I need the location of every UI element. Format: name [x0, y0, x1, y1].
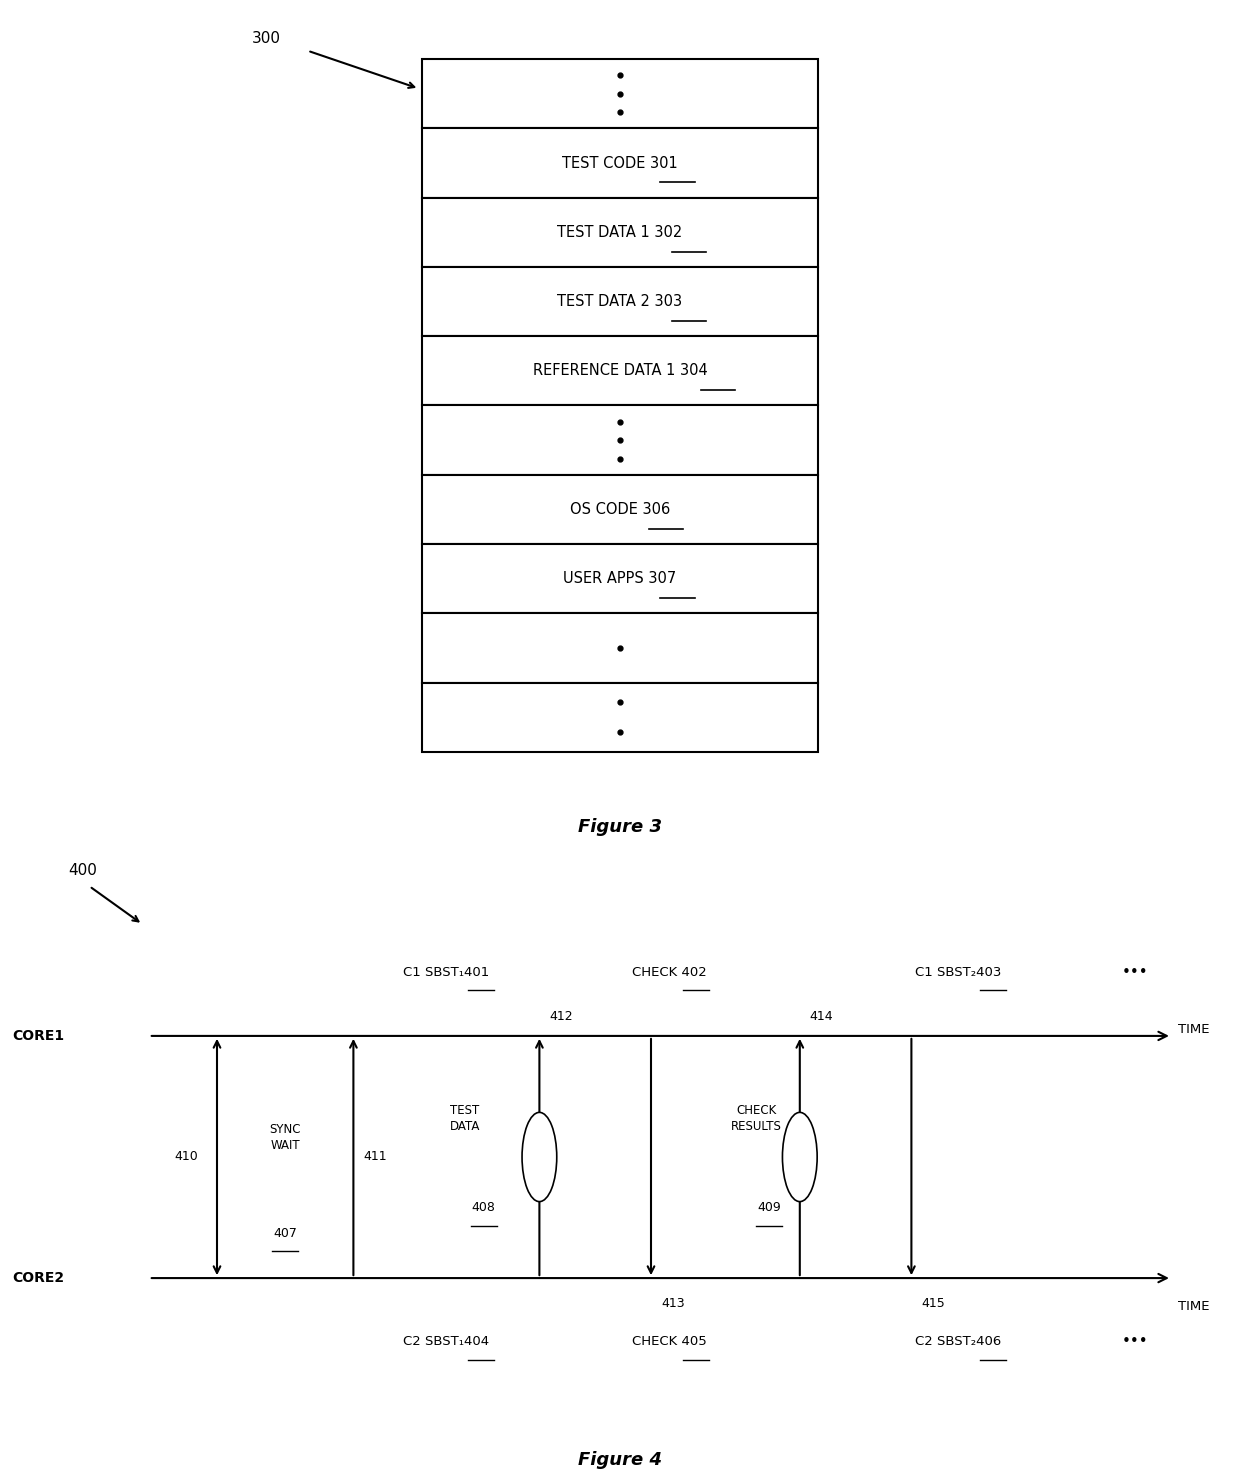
Text: TEST CODE 301: TEST CODE 301	[562, 156, 678, 170]
Bar	[422, 544, 818, 614]
Bar	[422, 406, 818, 474]
Text: 300: 300	[252, 31, 281, 46]
Text: •••: •••	[1122, 1334, 1148, 1349]
Text: CORE1: CORE1	[12, 1029, 64, 1043]
Text: Figure 4: Figure 4	[578, 1451, 662, 1469]
Text: USER APPS 307: USER APPS 307	[563, 571, 677, 587]
Text: SYNC
WAIT: SYNC WAIT	[269, 1123, 301, 1153]
Text: TEST
DATA: TEST DATA	[450, 1104, 480, 1134]
Text: 408: 408	[471, 1202, 496, 1214]
Text: TIME: TIME	[1178, 1023, 1209, 1036]
Text: 415: 415	[921, 1297, 945, 1310]
Text: C1 SBST₂403: C1 SBST₂403	[915, 966, 1001, 978]
Ellipse shape	[782, 1113, 817, 1202]
Text: Figure 3: Figure 3	[578, 818, 662, 836]
Bar	[422, 267, 818, 336]
Text: TIME: TIME	[1178, 1300, 1209, 1313]
Text: TEST DATA 1 302: TEST DATA 1 302	[557, 225, 683, 240]
Text: CHECK 405: CHECK 405	[632, 1335, 707, 1349]
Text: CORE2: CORE2	[12, 1272, 64, 1285]
Text: 413: 413	[661, 1297, 684, 1310]
Text: C2 SBST₁404: C2 SBST₁404	[403, 1335, 490, 1349]
Text: CHECK
RESULTS: CHECK RESULTS	[730, 1104, 782, 1134]
Bar	[422, 474, 818, 544]
Text: OS CODE 306: OS CODE 306	[570, 502, 670, 517]
Bar	[422, 59, 818, 129]
Text: TEST DATA 2 303: TEST DATA 2 303	[558, 293, 682, 310]
Bar	[422, 197, 818, 267]
Bar	[422, 683, 818, 751]
Bar	[422, 336, 818, 406]
Bar	[422, 614, 818, 683]
Text: 411: 411	[363, 1150, 387, 1163]
Text: 409: 409	[756, 1202, 781, 1214]
Text: CHECK 402: CHECK 402	[632, 966, 707, 978]
Text: 400: 400	[68, 863, 97, 877]
Text: C2 SBST₂406: C2 SBST₂406	[915, 1335, 1001, 1349]
Text: 410: 410	[175, 1150, 198, 1163]
Text: 407: 407	[273, 1227, 298, 1240]
Text: REFERENCE DATA 1 304: REFERENCE DATA 1 304	[533, 363, 707, 378]
Text: 412: 412	[549, 1011, 573, 1023]
Ellipse shape	[522, 1113, 557, 1202]
Text: C1 SBST₁401: C1 SBST₁401	[403, 966, 490, 978]
Bar	[422, 129, 818, 197]
Text: 414: 414	[810, 1011, 833, 1023]
Text: •••: •••	[1122, 965, 1148, 980]
